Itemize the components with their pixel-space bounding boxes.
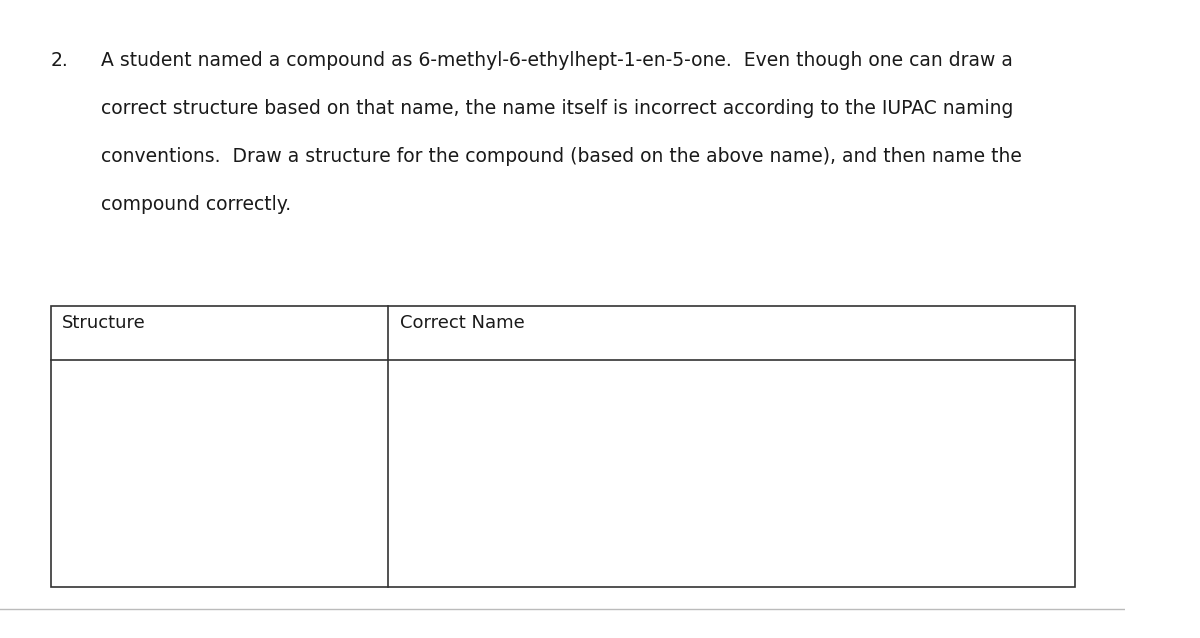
Text: Correct Name: Correct Name	[400, 314, 524, 332]
Text: compound correctly.: compound correctly.	[101, 195, 292, 214]
Text: A student named a compound as 6-methyl-6-ethylhept-1-en-5-one.  Even though one : A student named a compound as 6-methyl-6…	[101, 51, 1013, 70]
Text: correct structure based on that name, the name itself is incorrect according to : correct structure based on that name, th…	[101, 99, 1014, 118]
Text: 2.: 2.	[50, 51, 68, 70]
Text: Structure: Structure	[62, 314, 145, 332]
Bar	[50, 306, 1075, 587]
Text: conventions.  Draw a structure for the compound (based on the above name), and t: conventions. Draw a structure for the co…	[101, 147, 1022, 166]
